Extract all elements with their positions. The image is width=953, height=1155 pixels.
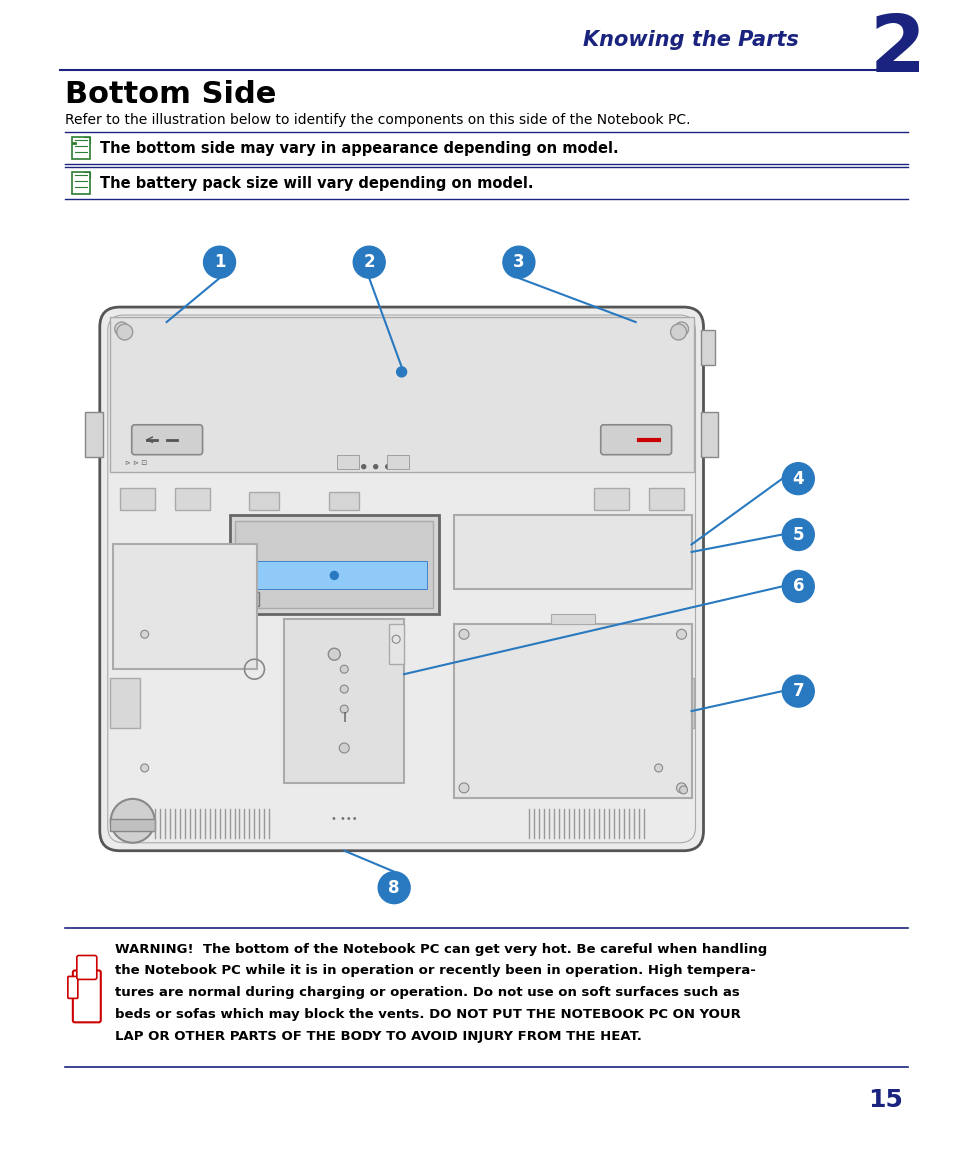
Circle shape: [340, 685, 348, 693]
Circle shape: [781, 519, 814, 551]
Text: 4: 4: [792, 470, 803, 487]
Text: The battery pack size will vary depending on model.: The battery pack size will vary dependin…: [100, 176, 533, 191]
Bar: [110, 316, 693, 471]
Bar: [284, 619, 404, 783]
Circle shape: [122, 813, 137, 829]
Bar: [700, 330, 715, 365]
Bar: [336, 455, 358, 469]
Text: tures are normal during charging or operation. Do not use on soft surfaces such : tures are normal during charging or oper…: [114, 986, 739, 999]
Text: 2: 2: [363, 253, 375, 271]
Circle shape: [377, 872, 410, 903]
Text: • •••: • •••: [331, 814, 357, 824]
Circle shape: [396, 367, 406, 377]
FancyBboxPatch shape: [100, 307, 702, 851]
Bar: [112, 544, 257, 669]
Circle shape: [502, 246, 535, 278]
FancyBboxPatch shape: [600, 425, 671, 455]
Text: beds or sofas which may block the vents. DO NOT PUT THE NOTEBOOK PC ON YOUR: beds or sofas which may block the vents.…: [114, 1008, 740, 1021]
Text: 2: 2: [869, 10, 925, 89]
Text: WARNING!  The bottom of the Notebook PC can get very hot. Be careful when handli: WARNING! The bottom of the Notebook PC c…: [114, 942, 766, 955]
Circle shape: [676, 629, 686, 639]
Text: Knowing the Parts: Knowing the Parts: [582, 30, 798, 50]
Circle shape: [458, 629, 469, 639]
Circle shape: [340, 665, 348, 673]
Circle shape: [781, 463, 814, 494]
Circle shape: [361, 464, 365, 469]
Text: 5: 5: [792, 526, 803, 544]
FancyBboxPatch shape: [77, 955, 96, 979]
Bar: [550, 614, 594, 625]
Circle shape: [203, 246, 235, 278]
Bar: [700, 412, 718, 456]
Text: I: I: [342, 711, 346, 725]
Bar: [241, 561, 427, 589]
Bar: [249, 492, 279, 509]
Circle shape: [111, 799, 154, 843]
Bar: [235, 521, 433, 609]
Circle shape: [353, 246, 385, 278]
Text: 1: 1: [213, 253, 225, 271]
Text: 7: 7: [792, 683, 803, 700]
FancyBboxPatch shape: [72, 970, 101, 1022]
Bar: [593, 487, 628, 509]
Circle shape: [140, 763, 149, 772]
Text: Bottom Side: Bottom Side: [65, 80, 276, 109]
FancyBboxPatch shape: [71, 172, 90, 194]
Bar: [110, 819, 154, 830]
Circle shape: [676, 783, 686, 792]
Bar: [329, 492, 359, 509]
Text: 6: 6: [792, 578, 803, 595]
Text: ⊳ ⊳ ⊡: ⊳ ⊳ ⊡: [125, 460, 147, 465]
Circle shape: [116, 325, 132, 340]
Bar: [386, 455, 408, 469]
Bar: [454, 625, 691, 798]
Bar: [230, 515, 438, 614]
Circle shape: [781, 676, 814, 707]
FancyBboxPatch shape: [68, 976, 78, 998]
Text: 8: 8: [388, 879, 399, 896]
Bar: [237, 593, 259, 606]
Circle shape: [654, 763, 662, 772]
Bar: [85, 412, 103, 456]
Text: LAP OR OTHER PARTS OF THE BODY TO AVOID INJURY FROM THE HEAT.: LAP OR OTHER PARTS OF THE BODY TO AVOID …: [114, 1030, 641, 1043]
FancyBboxPatch shape: [132, 425, 202, 455]
Circle shape: [458, 783, 469, 792]
Circle shape: [340, 705, 348, 713]
Circle shape: [781, 571, 814, 603]
Circle shape: [140, 631, 149, 639]
Circle shape: [374, 464, 377, 469]
Bar: [663, 678, 693, 728]
Bar: [174, 487, 210, 509]
Circle shape: [328, 648, 340, 661]
Circle shape: [674, 322, 688, 336]
Text: 3: 3: [513, 253, 524, 271]
Bar: [648, 487, 683, 509]
Bar: [110, 678, 139, 728]
Bar: [454, 515, 691, 589]
Text: Refer to the illustration below to identify the components on this side of the N: Refer to the illustration below to ident…: [65, 112, 690, 127]
Text: 15: 15: [867, 1088, 902, 1112]
Text: The bottom side may vary in appearance depending on model.: The bottom side may vary in appearance d…: [100, 141, 618, 156]
Bar: [389, 625, 404, 664]
Circle shape: [330, 572, 338, 580]
Circle shape: [679, 785, 687, 793]
Circle shape: [114, 322, 129, 336]
Bar: [120, 487, 154, 509]
Circle shape: [385, 464, 389, 469]
Circle shape: [339, 743, 349, 753]
Circle shape: [670, 325, 686, 340]
Text: the Notebook PC while it is in operation or recently been in operation. High tem: the Notebook PC while it is in operation…: [114, 964, 755, 977]
FancyBboxPatch shape: [71, 137, 90, 159]
Circle shape: [350, 464, 354, 469]
